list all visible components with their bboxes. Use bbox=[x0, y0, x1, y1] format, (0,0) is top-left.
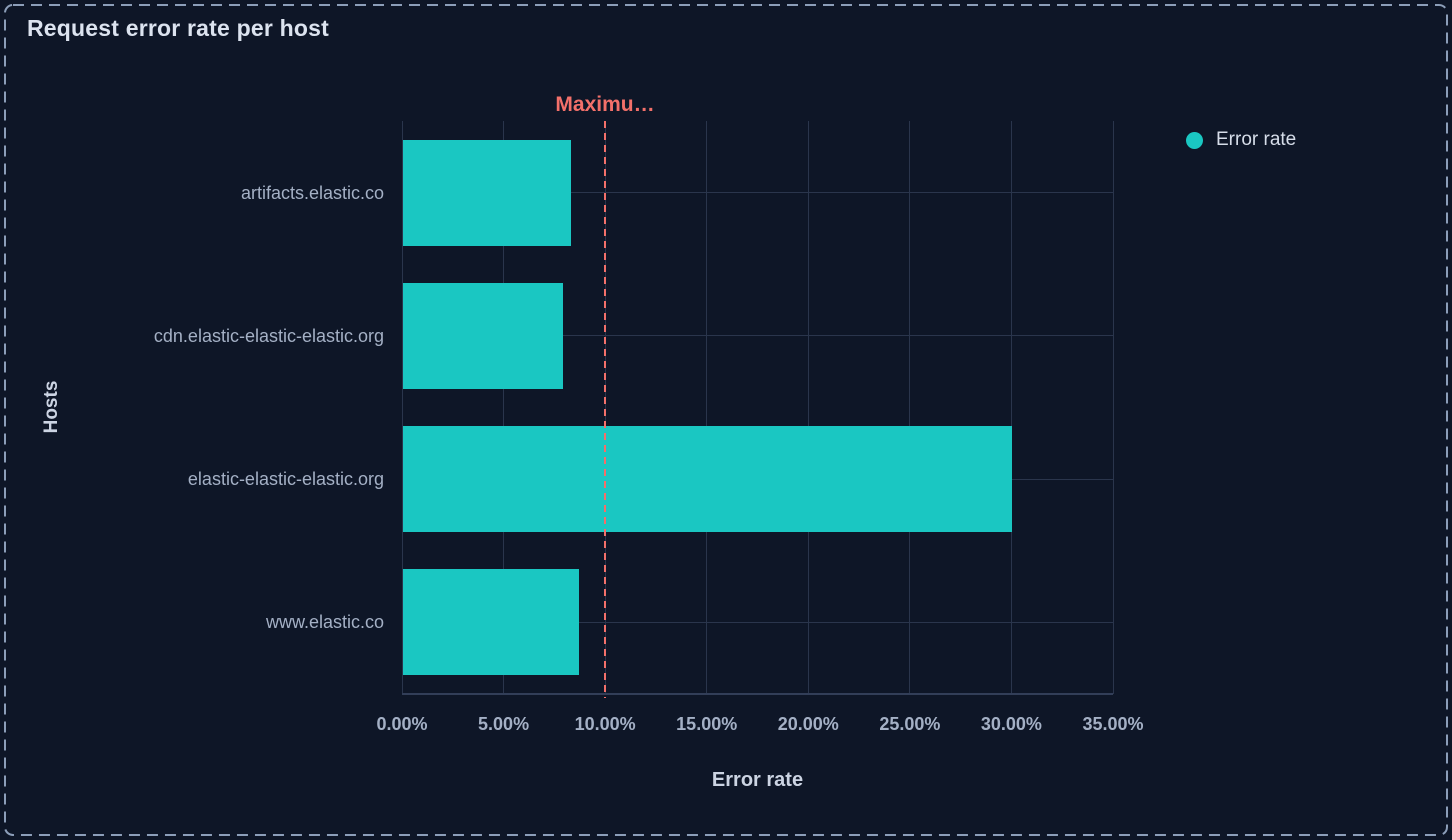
reference-line-label: Maximu… bbox=[555, 93, 655, 116]
gridline-vertical bbox=[1112, 121, 1114, 694]
gridline-horizontal bbox=[402, 621, 1113, 623]
legend-label: Error rate bbox=[1216, 129, 1297, 150]
bar[interactable] bbox=[402, 139, 572, 246]
x-tick-label: 15.00% bbox=[676, 714, 738, 734]
bar[interactable] bbox=[402, 426, 1012, 533]
legend-dot-icon bbox=[1186, 131, 1203, 149]
gridline-horizontal bbox=[402, 192, 1113, 194]
y-category-label: cdn.elastic-elastic-elastic.org bbox=[153, 325, 384, 346]
y-axis-title: Hosts bbox=[41, 380, 62, 434]
bar[interactable] bbox=[402, 569, 580, 676]
x-tick-label: 35.00% bbox=[1082, 714, 1144, 734]
legend-item-error-rate[interactable]: Error rate bbox=[1186, 129, 1296, 151]
x-tick-label: 20.00% bbox=[777, 714, 839, 734]
x-tick-label: 25.00% bbox=[879, 714, 941, 734]
x-axis-title: Error rate bbox=[711, 769, 804, 791]
reference-line bbox=[604, 121, 607, 698]
y-category-label: www.elastic.co bbox=[265, 612, 384, 633]
x-axis-line bbox=[402, 693, 1113, 695]
gridline-horizontal bbox=[402, 335, 1113, 337]
gridline-vertical bbox=[1010, 121, 1012, 694]
gridline-vertical bbox=[401, 121, 403, 694]
x-tick-label: 0.00% bbox=[376, 714, 428, 734]
x-tick-label: 10.00% bbox=[574, 714, 636, 734]
gridline-vertical bbox=[807, 121, 809, 694]
y-category-label: elastic-elastic-elastic.org bbox=[187, 469, 384, 490]
y-category-label: artifacts.elastic.co bbox=[240, 182, 384, 203]
bar[interactable] bbox=[402, 282, 563, 389]
legend: Error rate bbox=[1186, 129, 1296, 151]
panel-title: Request error rate per host bbox=[27, 15, 329, 41]
gridline-vertical bbox=[706, 121, 708, 694]
x-tick-label: 5.00% bbox=[478, 714, 530, 734]
gridline-vertical bbox=[503, 121, 505, 694]
gridline-vertical bbox=[909, 121, 911, 694]
x-tick-label: 30.00% bbox=[980, 714, 1042, 734]
